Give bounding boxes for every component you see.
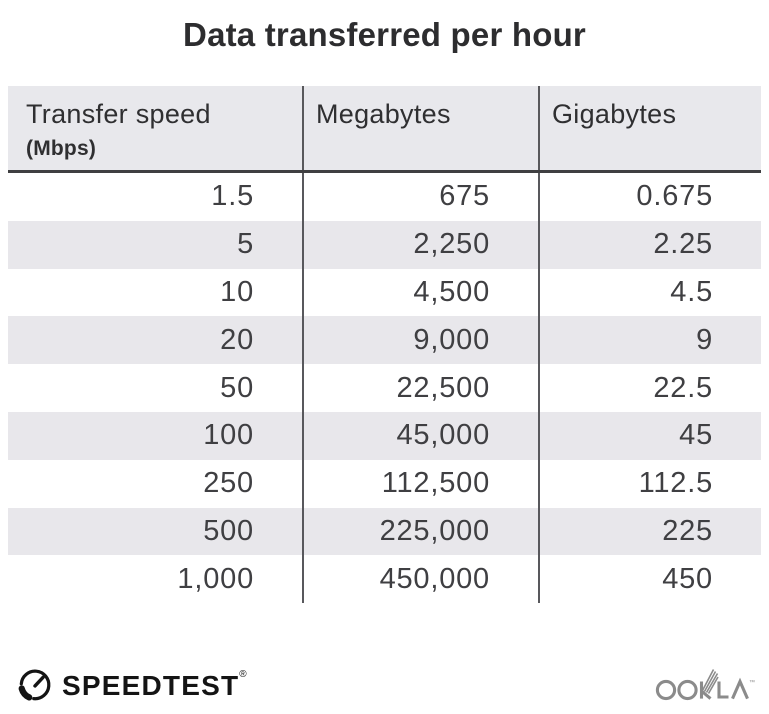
registered-trademark-symbol: ®	[239, 669, 248, 680]
table-row: 1.5 675 0.675	[8, 173, 761, 221]
table-cell: 45,000	[302, 411, 538, 460]
table-cell: 22,500	[302, 364, 538, 412]
table-cell: 675	[302, 173, 538, 221]
table-cell: 5	[237, 228, 254, 261]
table-body: 1.5 675 0.675 5 2,250 2.25 10 4,500 4.5 20 9,000 9 5…	[8, 173, 761, 604]
table-cell: 225	[538, 507, 761, 556]
column-header-megabytes: Megabytes	[302, 86, 538, 170]
page-title: Data transferred per hour	[183, 16, 586, 53]
table-cell: 9,000	[302, 316, 538, 365]
table-row: 10 4,500 4.5	[8, 268, 761, 317]
table-cell: 450	[538, 555, 761, 604]
column-header-transfer-speed: Transfer speed (Mbps)	[8, 86, 302, 170]
table-row: 500 225,000 225	[8, 507, 761, 556]
table-header-row: Transfer speed (Mbps) Megabytes Gigabyte…	[8, 86, 761, 173]
table-row: 5 2,250 2.25	[8, 220, 761, 269]
table-cell: 500	[203, 514, 254, 547]
table-cell: 45	[538, 411, 761, 460]
table-cell: 112.5	[538, 459, 761, 508]
ookla-wordmark-icon: ™	[655, 664, 755, 709]
table-row: 1,000 450,000 450	[8, 555, 761, 604]
table-cell: 10	[220, 275, 254, 308]
speedtest-gauge-icon	[16, 665, 54, 708]
table-cell: 112,500	[302, 459, 538, 508]
table-cell: 1.5	[211, 180, 254, 213]
column-header-sublabel: (Mbps)	[26, 137, 97, 160]
table-cell: 225,000	[302, 507, 538, 556]
table-row: 250 112,500 112.5	[8, 459, 761, 508]
table-cell: 50	[220, 371, 254, 404]
speedtest-logo: SPEEDTEST®	[16, 665, 248, 708]
table-cell: 22.5	[538, 364, 761, 412]
table-row: 100 45,000 45	[8, 411, 761, 460]
ookla-logo: ™	[655, 664, 755, 709]
table-cell: 20	[220, 323, 254, 356]
table-cell: 100	[203, 419, 254, 452]
table-cell: 4.5	[538, 268, 761, 317]
column-header-gigabytes: Gigabytes	[538, 86, 761, 170]
ookla-trademark-symbol: ™	[749, 679, 755, 686]
table-row: 20 9,000 9	[8, 316, 761, 365]
table-cell: 0.675	[538, 173, 761, 221]
column-header-label: Megabytes	[316, 99, 451, 129]
table-cell: 9	[538, 316, 761, 365]
table-cell: 250	[203, 467, 254, 500]
column-header-label: Gigabytes	[552, 99, 677, 129]
table-cell: 4,500	[302, 268, 538, 317]
footer: SPEEDTEST®	[16, 666, 755, 706]
table-cell: 2,250	[302, 220, 538, 269]
table-cell: 450,000	[302, 555, 538, 604]
column-header-label: Transfer speed	[26, 99, 211, 129]
data-table: Transfer speed (Mbps) Megabytes Gigabyte…	[8, 86, 761, 604]
speedtest-wordmark: SPEEDTEST®	[62, 669, 248, 701]
table-cell: 1,000	[177, 562, 254, 595]
table-cell: 2.25	[538, 220, 761, 269]
table-row: 50 22,500 22.5	[8, 364, 761, 412]
